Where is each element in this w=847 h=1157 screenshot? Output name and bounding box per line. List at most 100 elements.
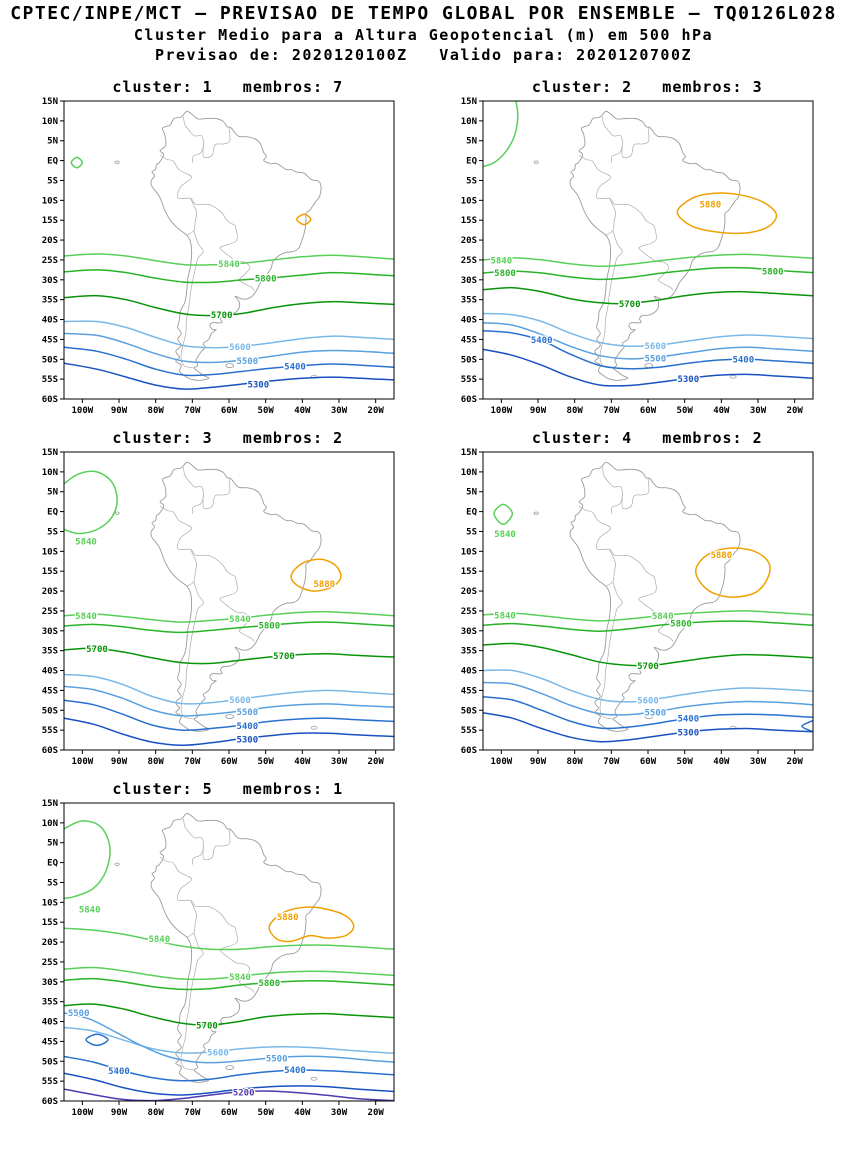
lon-tick-label: 90W (530, 757, 547, 767)
lon-tick-label: 60W (221, 406, 238, 416)
lat-tick-label: 10N (41, 819, 57, 829)
island (729, 374, 737, 379)
lon-tick-label: 50W (677, 406, 694, 416)
panel-title: cluster: 4 membros: 2 (531, 429, 763, 447)
lat-tick-label: 45S (41, 1037, 57, 1047)
lat-tick-label: 15N (461, 448, 477, 458)
contour-line-5300 (483, 711, 814, 743)
lat-tick-label: 60S (41, 1097, 57, 1107)
lat-tick-label: 10N (41, 468, 57, 478)
country-border (159, 505, 236, 577)
contour-line-5400 (801, 719, 814, 733)
island (114, 511, 120, 515)
plot-frame (63, 100, 395, 400)
contour-label: 5400 (236, 722, 258, 732)
contour-line-5800 (63, 621, 394, 634)
lat-tick-label: 25S (41, 607, 57, 617)
lon-tick-label: 80W (147, 757, 164, 767)
lat-tick-label: 15S (41, 567, 57, 577)
header-line-2: Cluster Medio para a Altura Geopotencial… (133, 26, 714, 44)
lon-tick-label: 30W (331, 757, 348, 767)
panel-title: cluster: 3 membros: 2 (112, 429, 344, 447)
contour-label: 5840 (75, 537, 97, 547)
contour-label: 5400 (531, 336, 553, 346)
contour-label: 5840 (652, 612, 674, 622)
contour-label: 5800 (255, 275, 277, 285)
lon-tick-label: 100W (71, 1108, 93, 1118)
lat-tick-label: 35S (41, 998, 57, 1008)
country-border (602, 116, 624, 163)
contour-label: 5840 (494, 611, 516, 621)
contour-line-5500 (483, 681, 814, 716)
country-border (599, 230, 623, 369)
contour-label: 5880 (313, 580, 335, 590)
lat-tick-label: 10N (461, 117, 477, 127)
island (114, 160, 120, 164)
lat-tick-label: 50S (41, 706, 57, 716)
lat-tick-label: 50S (41, 1057, 57, 1067)
lat-tick-label: 30S (41, 978, 57, 988)
lat-tick-label: 5S (47, 527, 58, 537)
lon-tick-label: 70W (603, 757, 620, 767)
country-border (186, 549, 197, 587)
map-svg: 5840 5880 5840 5840 5800 5700 5700 5600 5500 5400… (41, 448, 395, 767)
lat-tick-label: 15S (461, 216, 477, 226)
lon-tick-label: 20W (367, 406, 384, 416)
lat-tick-label: 20S (41, 236, 57, 246)
panel-title: cluster: 2 membros: 3 (531, 78, 763, 96)
lat-tick-label: 15N (41, 448, 57, 458)
lon-tick-label: 100W (491, 757, 513, 767)
contour-line-5700 (483, 642, 814, 667)
contour-line-5840 (483, 253, 814, 268)
lat-tick-label: 35S (461, 296, 477, 306)
lon-tick-label: 100W (71, 757, 93, 767)
lat-tick-label: 5N (47, 488, 58, 498)
country-border (182, 116, 204, 163)
country-border (182, 818, 204, 865)
contour-line-5600 (483, 669, 814, 703)
contour-line-5800 (483, 266, 814, 281)
lat-tick-label: 5S (47, 878, 58, 888)
lat-tick-label: 60S (41, 746, 57, 756)
lat-tick-label: EQ (47, 859, 58, 869)
lat-tick-label: 35S (41, 296, 57, 306)
lon-tick-label: 80W (147, 406, 164, 416)
coastline (150, 812, 322, 1083)
contour-line-5400 (483, 696, 814, 730)
contour-line-5400 (483, 329, 814, 370)
lat-tick-label: 5N (47, 839, 58, 849)
country-border (159, 856, 236, 928)
contour-label: 5840 (491, 256, 513, 266)
lat-tick-label: 20S (41, 587, 57, 597)
contour-label: 5840 (218, 260, 240, 270)
contour-line-5840 (63, 966, 394, 981)
lat-tick-label: 5S (47, 176, 58, 186)
contour-label: 5800 (258, 979, 280, 989)
country-border (605, 198, 617, 236)
contour-label: 5500 (236, 708, 258, 718)
lat-tick-label: 60S (461, 746, 477, 756)
lat-tick-label: 40S (461, 316, 477, 326)
lat-tick-label: 40S (41, 1018, 57, 1028)
lon-tick-label: 70W (603, 406, 620, 416)
contour-line-5800 (483, 620, 814, 632)
lat-tick-label: 10S (41, 196, 57, 206)
contour-label: 5300 (678, 375, 700, 385)
contour-label: 5400 (284, 362, 306, 372)
lat-tick-label: 60S (41, 395, 57, 405)
island (644, 714, 654, 720)
contour-line-5400 (63, 346, 394, 377)
panel-cluster-1: cluster: 1 membros: 7 5840 5800 5700 5600 550… (28, 78, 400, 421)
lat-tick-label: 5N (47, 137, 58, 147)
contour-label: 5400 (678, 715, 700, 725)
contour-line-5200 (63, 1088, 394, 1101)
country-border (180, 581, 204, 720)
country-border (219, 576, 254, 642)
contour-label: 5880 (711, 551, 733, 561)
contour-label: 5800 (494, 269, 516, 279)
lat-tick-label: 15N (41, 97, 57, 107)
contour-line-5400 (63, 1055, 394, 1082)
lon-tick-label: 70W (184, 1108, 201, 1118)
lat-tick-label: EQ (47, 157, 58, 167)
contour-line-5600 (63, 1026, 394, 1055)
